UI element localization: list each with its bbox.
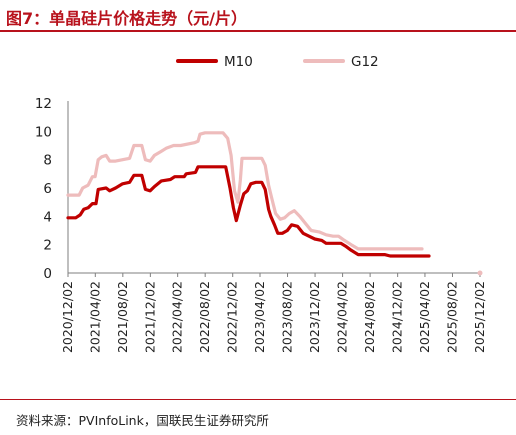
x-tick-label: 2022/08/02	[197, 281, 212, 353]
y-tick-label: 8	[43, 153, 52, 169]
legend: M10 G12	[176, 54, 379, 70]
axis-end-marker	[477, 270, 483, 276]
series-line-g12	[66, 131, 424, 251]
footer-divider	[0, 399, 516, 400]
source-note: 资料来源：PVInfoLink，国联民生证券研究所	[16, 413, 269, 428]
y-tick-label: 4	[43, 209, 52, 225]
x-tick-label: 2025/12/02	[472, 281, 487, 353]
x-tick-label: 2024/08/02	[362, 281, 377, 353]
x-tick-label: 2021/12/02	[142, 281, 157, 353]
x-tick-label: 2022/04/02	[170, 281, 185, 353]
y-tick-label: 12	[35, 96, 52, 112]
x-tick-label: 2021/08/02	[115, 281, 130, 353]
y-tick-label: 2	[43, 238, 52, 254]
chart-title: 图7：单晶硅片价格走势（元/片）	[6, 9, 247, 28]
legend-label-g12: G12	[351, 54, 379, 70]
x-tick-label: 2023/04/02	[252, 281, 267, 353]
x-tick-label: 2025/08/02	[444, 281, 459, 353]
line-chart: M10 G12 0 2 4 6 8 10 12 2020/12/02 2021/04/02 2021…	[35, 54, 487, 353]
y-tick-label: 10	[35, 124, 52, 140]
x-tick-label: 2021/04/02	[87, 281, 102, 353]
title-divider	[0, 30, 516, 32]
x-tick-label: 2024/12/02	[390, 281, 405, 353]
x-tick-label: 2023/08/02	[280, 281, 295, 353]
series-lines	[66, 131, 483, 276]
x-tick-label: 2025/04/02	[417, 281, 432, 353]
series-line-m10	[66, 165, 431, 258]
legend-label-m10: M10	[224, 54, 253, 70]
axes: 0 2 4 6 8 10 12 2020/12/02 2021/04/02 2021/08/02 2…	[35, 96, 487, 353]
x-tick-label: 2023/12/02	[307, 281, 322, 353]
x-tick-label: 2020/12/02	[60, 281, 75, 353]
y-tick-label: 6	[43, 181, 52, 197]
y-tick-label: 0	[43, 266, 52, 282]
x-tick-label: 2022/12/02	[225, 281, 240, 353]
x-tick-label: 2024/04/02	[335, 281, 350, 353]
